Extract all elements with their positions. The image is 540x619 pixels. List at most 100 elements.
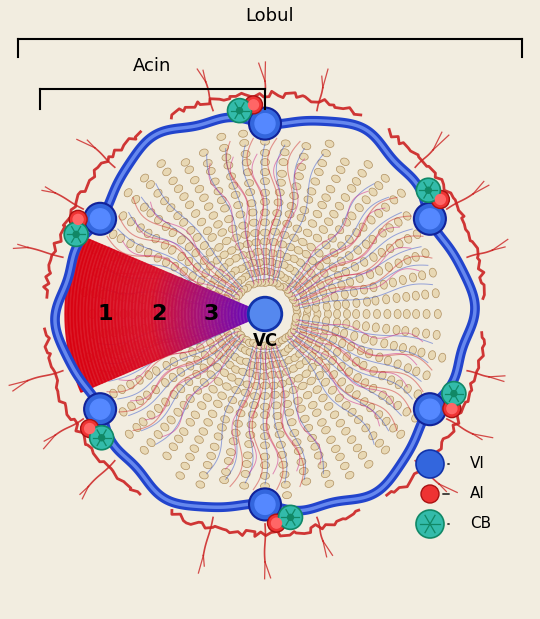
Polygon shape <box>192 285 200 343</box>
Ellipse shape <box>91 331 98 339</box>
Ellipse shape <box>414 390 421 399</box>
Ellipse shape <box>438 353 446 362</box>
Ellipse shape <box>91 289 98 298</box>
Ellipse shape <box>254 362 263 370</box>
Ellipse shape <box>275 350 285 357</box>
Ellipse shape <box>390 196 398 204</box>
Ellipse shape <box>347 277 354 286</box>
Ellipse shape <box>393 293 400 303</box>
Ellipse shape <box>375 439 383 447</box>
Ellipse shape <box>140 446 148 454</box>
Ellipse shape <box>168 246 176 254</box>
Ellipse shape <box>260 189 269 196</box>
Ellipse shape <box>287 292 295 300</box>
Ellipse shape <box>110 310 116 319</box>
Ellipse shape <box>242 358 251 365</box>
Ellipse shape <box>234 202 242 209</box>
Ellipse shape <box>200 317 207 326</box>
Ellipse shape <box>218 339 226 348</box>
Ellipse shape <box>375 209 383 217</box>
Ellipse shape <box>413 310 420 319</box>
Circle shape <box>69 210 87 228</box>
Ellipse shape <box>145 371 152 379</box>
Circle shape <box>90 399 110 419</box>
Ellipse shape <box>268 250 277 257</box>
Polygon shape <box>85 244 103 384</box>
Ellipse shape <box>204 227 212 235</box>
Ellipse shape <box>210 443 219 451</box>
Ellipse shape <box>302 370 310 378</box>
Ellipse shape <box>133 341 140 350</box>
Ellipse shape <box>157 270 164 279</box>
Ellipse shape <box>336 453 345 461</box>
Ellipse shape <box>253 248 262 255</box>
Ellipse shape <box>314 168 323 176</box>
Polygon shape <box>168 276 179 352</box>
Ellipse shape <box>152 386 159 394</box>
Ellipse shape <box>256 342 266 350</box>
Ellipse shape <box>322 295 329 303</box>
Ellipse shape <box>163 168 171 176</box>
Ellipse shape <box>111 367 118 376</box>
Ellipse shape <box>260 209 269 216</box>
Ellipse shape <box>185 378 193 386</box>
Ellipse shape <box>215 334 222 342</box>
Ellipse shape <box>150 296 157 305</box>
Ellipse shape <box>245 180 254 187</box>
Ellipse shape <box>418 348 425 357</box>
Ellipse shape <box>423 394 430 403</box>
Ellipse shape <box>225 290 232 299</box>
Polygon shape <box>262 313 265 315</box>
Ellipse shape <box>386 244 394 253</box>
Ellipse shape <box>229 182 238 189</box>
Ellipse shape <box>89 310 96 319</box>
Ellipse shape <box>299 153 308 160</box>
Ellipse shape <box>379 371 386 380</box>
Ellipse shape <box>278 451 287 458</box>
Ellipse shape <box>174 409 182 416</box>
Ellipse shape <box>181 158 190 166</box>
Ellipse shape <box>239 286 247 293</box>
Polygon shape <box>95 248 112 381</box>
Ellipse shape <box>302 300 309 308</box>
Ellipse shape <box>434 310 441 319</box>
Ellipse shape <box>302 263 310 271</box>
Circle shape <box>420 209 440 229</box>
Ellipse shape <box>192 249 200 257</box>
Ellipse shape <box>239 335 247 342</box>
Ellipse shape <box>353 444 362 452</box>
Ellipse shape <box>289 234 298 241</box>
Ellipse shape <box>249 280 258 288</box>
Ellipse shape <box>335 394 343 402</box>
Circle shape <box>416 510 444 538</box>
Ellipse shape <box>195 185 204 193</box>
Ellipse shape <box>163 361 171 370</box>
Ellipse shape <box>286 243 295 251</box>
Ellipse shape <box>297 163 306 170</box>
Polygon shape <box>89 245 105 383</box>
Ellipse shape <box>161 241 169 249</box>
Ellipse shape <box>374 310 381 319</box>
Ellipse shape <box>260 238 269 245</box>
Polygon shape <box>225 298 231 330</box>
Ellipse shape <box>100 290 107 299</box>
Ellipse shape <box>159 322 166 331</box>
Ellipse shape <box>177 368 185 376</box>
Ellipse shape <box>260 462 269 469</box>
Ellipse shape <box>302 314 309 324</box>
Ellipse shape <box>274 199 283 206</box>
Ellipse shape <box>150 310 157 319</box>
Ellipse shape <box>307 243 315 251</box>
Circle shape <box>99 435 105 441</box>
Ellipse shape <box>307 377 315 385</box>
Ellipse shape <box>119 364 126 373</box>
Ellipse shape <box>356 274 363 282</box>
Ellipse shape <box>160 197 169 205</box>
Ellipse shape <box>302 357 310 365</box>
Ellipse shape <box>313 210 322 218</box>
Ellipse shape <box>267 258 276 266</box>
Ellipse shape <box>239 400 247 407</box>
Polygon shape <box>205 290 213 337</box>
Ellipse shape <box>271 391 279 398</box>
Ellipse shape <box>328 386 336 394</box>
